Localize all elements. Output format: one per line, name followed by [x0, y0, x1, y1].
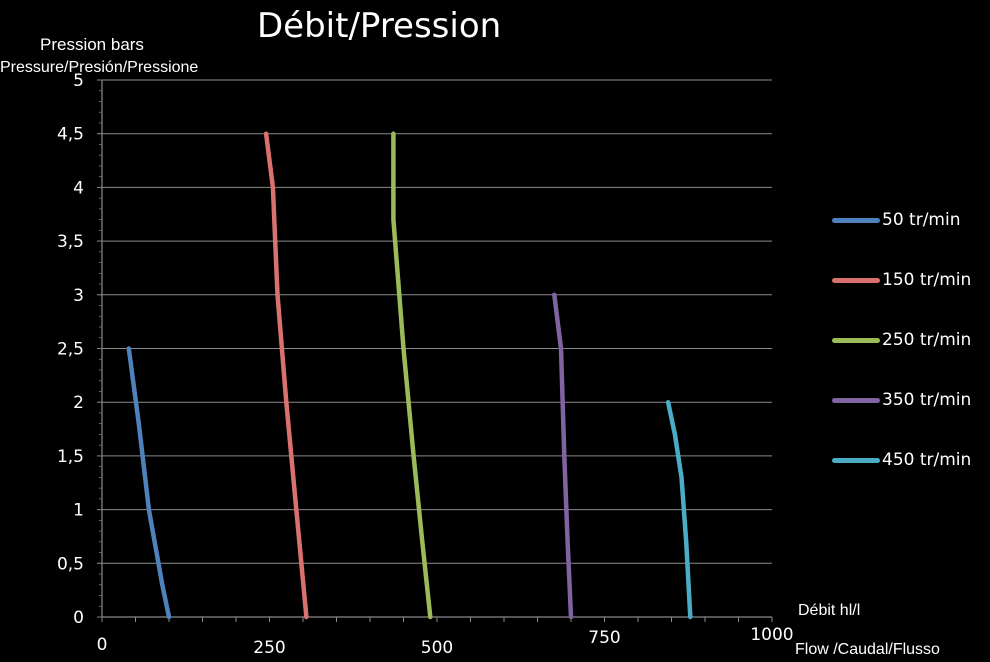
- legend-item: 50 tr/min: [832, 190, 971, 250]
- series-line-5: [665, 399, 693, 620]
- y-tick-label: 5: [73, 71, 84, 91]
- y-tick-label: 4: [73, 178, 84, 198]
- y-tick-label: 0: [73, 608, 84, 628]
- x-axis-label: Débit hl/l: [798, 602, 861, 619]
- x-tick-label: 250: [253, 638, 285, 658]
- x-axis-sublabel: Flow /Caudal/Flusso: [795, 641, 940, 658]
- y-tick-label: 1: [73, 501, 84, 521]
- legend: 50 tr/min 150 tr/min 250 tr/min 350 tr/min 4…: [832, 190, 971, 490]
- legend-label: 350 tr/min: [882, 390, 972, 410]
- series-line-1: [126, 346, 172, 620]
- legend-swatch: [832, 277, 880, 283]
- y-axis-sublabel: Pressure/Presión/Pressione: [0, 59, 199, 76]
- legend-label: 150 tr/min: [882, 270, 972, 290]
- x-tick-label: 750: [588, 628, 620, 648]
- legend-item: 150 tr/min: [832, 250, 971, 310]
- y-tick-label: 2,5: [57, 340, 84, 360]
- legend-item: 350 tr/min: [832, 370, 971, 430]
- y-axis-label: Pression bars: [40, 35, 144, 54]
- y-tick-label: 2: [73, 393, 84, 413]
- y-tick-label: 4,5: [57, 125, 84, 145]
- chart-title: Débit/Pression: [257, 6, 502, 46]
- x-tick-label: 0: [97, 635, 108, 655]
- y-tick-label: 0,5: [57, 554, 84, 574]
- legend-label: 250 tr/min: [882, 330, 972, 350]
- series-line-2: [263, 131, 309, 620]
- y-tick-label: 3,5: [57, 232, 84, 252]
- legend-item: 250 tr/min: [832, 310, 971, 370]
- x-tick-label: 500: [421, 638, 453, 658]
- legend-swatch: [832, 457, 880, 463]
- series-line-4: [552, 292, 574, 620]
- legend-swatch: [832, 397, 880, 403]
- legend-label: 450 tr/min: [882, 450, 972, 470]
- legend-label: 50 tr/min: [882, 210, 961, 230]
- y-tick-label: 1,5: [57, 447, 84, 467]
- x-tick-label: 1000: [750, 625, 793, 645]
- legend-item: 450 tr/min: [832, 430, 971, 490]
- legend-swatch: [832, 217, 880, 223]
- series-line-3: [391, 131, 433, 620]
- legend-swatch: [832, 337, 880, 343]
- y-tick-label: 3: [73, 286, 84, 306]
